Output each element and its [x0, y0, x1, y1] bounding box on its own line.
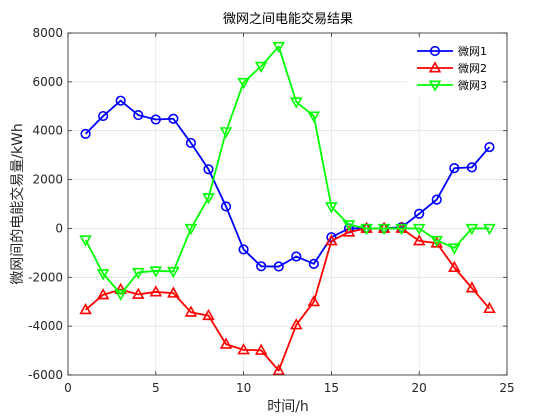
- series-3-point: [254, 61, 268, 73]
- x-axis-title: 时间/h: [267, 399, 309, 415]
- series-3-point: [167, 266, 180, 279]
- series-3-point: [114, 289, 127, 301]
- y-axis-title: 微网间的电能交易量/kWh: [9, 123, 26, 285]
- legend-item-3: 微网3: [417, 78, 487, 92]
- series-2-point: [412, 234, 426, 246]
- series-1-point: [238, 244, 249, 255]
- series-2-point: [448, 260, 461, 273]
- series-1-point: [484, 141, 495, 153]
- series-1-point: [168, 113, 179, 124]
- legend-item-1: 微网1: [417, 44, 487, 58]
- series-3-point: [184, 223, 198, 236]
- series-layer: [79, 41, 496, 376]
- series-1-point: [291, 251, 302, 262]
- series-3-point: [430, 235, 444, 248]
- series-1-point: [98, 110, 109, 122]
- series-1-point: [431, 194, 442, 205]
- axes-ticks: 0 5 10 15 20 25 -6000 -4000 -2000 0 2000 4000 6000 80…: [28, 26, 515, 395]
- series-3-point: [377, 223, 391, 236]
- series-3-point: [237, 77, 250, 90]
- y-tick-label: 6000: [32, 75, 63, 89]
- series-3-point: [79, 235, 92, 247]
- series-3-point: [307, 111, 321, 123]
- series-1-point: [220, 201, 232, 212]
- series-3-point: [448, 243, 461, 255]
- series-3-point: [149, 266, 163, 278]
- series-3-point: [360, 223, 373, 236]
- y-tick-label: -4000: [28, 319, 63, 333]
- legend-label: 微网1: [458, 44, 487, 58]
- series-1-point: [133, 109, 144, 121]
- series-2-point: [465, 281, 479, 293]
- series-2-point: [131, 287, 145, 299]
- series-1-point: [150, 114, 161, 125]
- series-2-point: [184, 305, 198, 317]
- series-2-point: [79, 303, 92, 315]
- series-3-point: [342, 220, 356, 232]
- series-1-point: [466, 162, 477, 173]
- legend-swatch-marker: [428, 61, 442, 73]
- x-tick-label: 5: [152, 381, 160, 395]
- series-2-point: [219, 337, 233, 349]
- series-2-point: [167, 286, 180, 298]
- series-2-point: [325, 234, 338, 246]
- series-3-point: [465, 223, 479, 236]
- series-3-point: [219, 127, 233, 139]
- series-1-point: [115, 95, 126, 106]
- y-tick-label: 2000: [32, 173, 63, 187]
- y-tick-label: 0: [55, 221, 63, 235]
- series-3-point: [272, 41, 285, 54]
- series-2-point: [237, 343, 250, 355]
- series-1-point: [273, 261, 284, 272]
- series-2-point: [149, 285, 163, 297]
- series-3: [79, 41, 496, 301]
- y-tick-label: 8000: [32, 26, 63, 40]
- legend-label: 微网3: [458, 78, 487, 92]
- chart-title: 微网之间电能交易结果: [223, 11, 353, 27]
- series-2-point: [272, 363, 285, 376]
- series-1-point: [308, 258, 319, 269]
- legend-swatch-marker: [428, 80, 442, 92]
- series-1-point: [449, 162, 460, 174]
- legend-swatch-marker: [429, 45, 441, 57]
- series-3-point: [412, 223, 426, 236]
- series-3-point: [483, 223, 496, 236]
- x-tick-label: 10: [236, 381, 251, 395]
- series-1-point: [414, 208, 425, 219]
- series-2-point: [307, 294, 321, 307]
- legend-label: 微网2: [458, 61, 487, 75]
- y-tick-label: 4000: [32, 124, 63, 138]
- x-tick-label: 25: [499, 381, 514, 395]
- legend-item-2: 微网2: [417, 61, 487, 75]
- y-tick-label: -2000: [28, 270, 63, 284]
- series-3-point: [325, 202, 338, 214]
- legend: 微网1 微网2 微网3: [407, 42, 499, 96]
- series-2-point: [202, 308, 215, 321]
- series-3-point: [202, 193, 215, 205]
- x-tick-label: 15: [324, 381, 339, 395]
- plot-frame: [67, 32, 508, 376]
- series-1: [80, 95, 495, 272]
- series-2-point: [342, 225, 356, 237]
- series-2-point: [483, 301, 496, 314]
- series-1-point: [203, 164, 214, 175]
- y-tick-label: -6000: [28, 368, 63, 382]
- x-tick-label: 0: [64, 381, 72, 395]
- series-2-point: [254, 343, 268, 355]
- series-1-point: [256, 261, 267, 272]
- series-3-point: [290, 97, 303, 109]
- x-tick-label: 20: [412, 381, 427, 395]
- series-3-point: [96, 269, 110, 281]
- series-3-point: [395, 223, 408, 236]
- series-3-point: [131, 267, 145, 280]
- series-2-point: [96, 288, 110, 300]
- series-1-point: [80, 128, 91, 139]
- series-1-point: [185, 137, 197, 149]
- series-2-point: [290, 318, 303, 330]
